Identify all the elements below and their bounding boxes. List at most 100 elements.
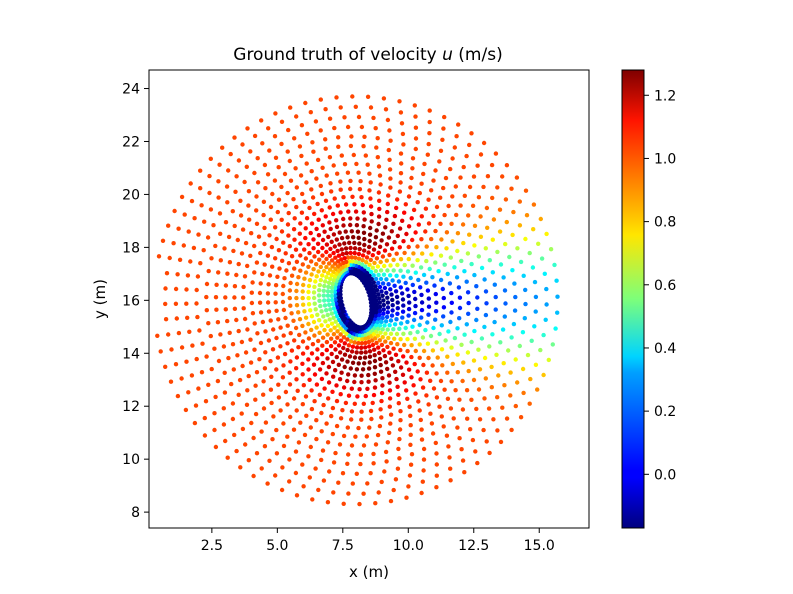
data-point	[424, 393, 429, 398]
data-point	[269, 244, 275, 250]
data-point	[429, 421, 435, 426]
data-point	[300, 289, 305, 294]
data-point	[289, 348, 295, 353]
data-point	[462, 193, 467, 198]
data-point	[409, 343, 414, 348]
data-point	[409, 216, 414, 221]
data-point	[313, 119, 319, 124]
data-point	[350, 360, 356, 365]
data-point	[452, 145, 457, 150]
data-point	[515, 246, 520, 251]
data-point	[366, 366, 372, 371]
data-point	[415, 329, 420, 335]
data-point	[469, 339, 474, 345]
data-point	[260, 319, 266, 325]
data-point	[321, 293, 326, 298]
data-point	[387, 157, 392, 162]
data-point	[435, 355, 440, 360]
data-point	[273, 225, 278, 230]
data-point	[312, 254, 317, 259]
data-point	[398, 257, 404, 262]
data-point	[473, 449, 478, 454]
data-point	[532, 279, 538, 285]
data-point	[303, 235, 308, 241]
data-point	[226, 168, 231, 173]
data-point	[288, 414, 293, 420]
data-point	[430, 348, 436, 353]
data-point	[379, 319, 384, 324]
data-point	[218, 231, 223, 236]
data-point	[429, 188, 434, 193]
data-point	[400, 131, 406, 137]
data-point	[384, 242, 390, 247]
data-point	[288, 178, 294, 183]
data-point	[223, 220, 229, 225]
data-point	[474, 284, 479, 289]
data-point	[391, 268, 396, 273]
data-point	[487, 258, 492, 263]
data-point	[374, 310, 379, 315]
data-point	[273, 300, 278, 305]
data-point	[417, 408, 422, 413]
data-point	[373, 276, 379, 282]
data-point	[392, 239, 397, 245]
data-point	[325, 289, 331, 294]
data-point	[461, 240, 466, 246]
data-point	[485, 225, 490, 230]
data-point	[487, 344, 492, 349]
data-point	[303, 256, 309, 261]
data-point	[476, 387, 482, 392]
data-point	[402, 342, 407, 348]
data-point	[285, 222, 291, 227]
data-point	[359, 409, 364, 414]
data-point	[316, 269, 321, 274]
data-point	[421, 362, 426, 368]
data-point	[484, 301, 489, 306]
data-point	[316, 233, 322, 238]
data-point	[476, 254, 481, 259]
data-point	[454, 134, 459, 139]
data-point	[226, 234, 232, 240]
data-point	[394, 376, 399, 382]
data-point	[455, 326, 460, 331]
data-point	[345, 170, 351, 175]
data-point	[401, 142, 406, 147]
data-point	[254, 260, 260, 265]
data-point	[530, 265, 536, 270]
data-point	[325, 440, 331, 445]
data-point	[506, 348, 511, 353]
data-point	[400, 372, 406, 377]
data-point	[283, 251, 288, 256]
data-point	[293, 470, 299, 476]
data-point	[385, 327, 390, 332]
data-point	[260, 271, 265, 277]
y-tick-label: 22	[122, 134, 140, 150]
data-point	[438, 195, 443, 200]
data-point	[438, 221, 443, 226]
data-point	[342, 115, 347, 120]
data-point	[357, 501, 362, 507]
data-point	[413, 303, 418, 309]
data-point	[265, 253, 271, 258]
data-point	[314, 262, 319, 267]
data-point	[397, 456, 402, 461]
data-point	[197, 328, 202, 333]
data-point	[433, 260, 438, 265]
data-point	[278, 408, 283, 413]
data-point	[385, 310, 390, 315]
data-point	[348, 178, 353, 184]
data-point	[345, 378, 350, 384]
data-point	[397, 326, 402, 331]
data-point	[328, 246, 333, 252]
data-point	[319, 457, 324, 463]
data-point	[179, 376, 184, 381]
data-point	[374, 288, 380, 293]
data-point	[268, 387, 274, 392]
data-point	[329, 336, 334, 341]
data-point	[331, 490, 336, 495]
data-point	[234, 272, 239, 278]
colorbar-tick-label: 0.0	[654, 467, 676, 483]
data-point	[390, 278, 395, 283]
data-point	[420, 251, 425, 256]
data-point	[375, 264, 381, 269]
